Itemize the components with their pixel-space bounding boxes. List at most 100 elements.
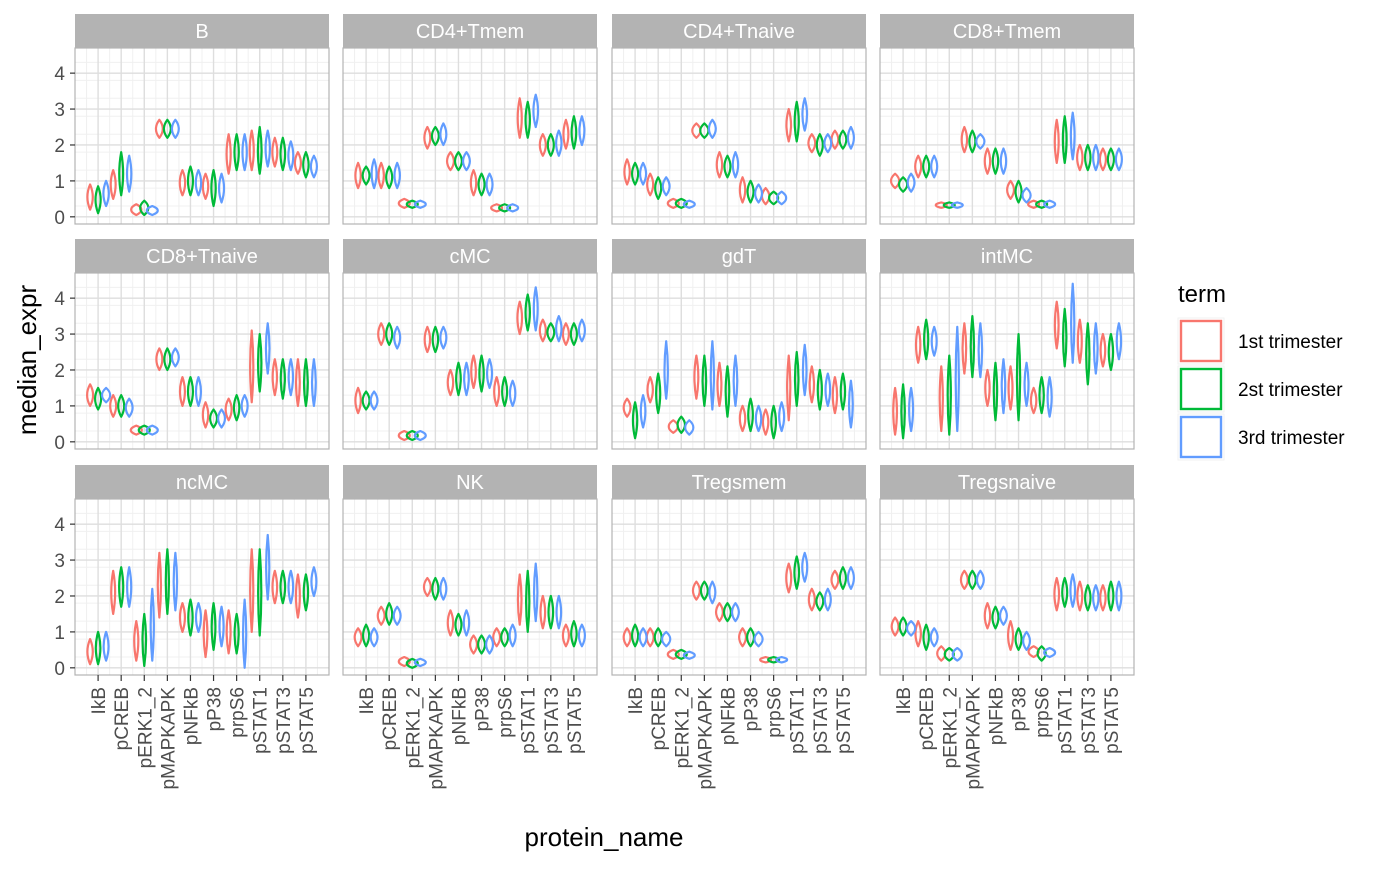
- violin-2st-trimester-pcreb: [385, 322, 394, 346]
- facet-strip: [612, 14, 866, 48]
- violin-2st-trimester-pp38: [1015, 332, 1022, 422]
- facet-strip-label: cMC: [449, 246, 490, 268]
- violin-1st-trimester-pp38: [470, 354, 477, 390]
- violin-3rd-trimester-pstat3: [823, 587, 832, 612]
- violin-1st-trimester-pstat1: [516, 300, 524, 336]
- violin-3rd-trimester-pstat3: [1092, 143, 1100, 172]
- violin-2st-trimester-pmapkapk: [967, 569, 977, 590]
- violin-2st-trimester-pstat5: [302, 151, 310, 179]
- violin-2st-trimester-pmapkapk: [431, 325, 440, 354]
- y-tick-label: 0: [54, 208, 65, 229]
- violin-2st-trimester-prps6: [500, 627, 510, 648]
- violin-3rd-trimester-pstat1: [264, 129, 271, 168]
- x-tick-label: pCREB: [917, 687, 938, 750]
- violin-1st-trimester-perk1-2: [666, 197, 680, 209]
- violin-1st-trimester-perk1-2: [938, 365, 944, 433]
- legend-swatch: [1179, 319, 1223, 363]
- violin-1st-trimester-pnfkb: [983, 147, 992, 175]
- violin-1st-trimester-perk1-2: [397, 429, 411, 442]
- violin-2st-trimester-pstat1: [1061, 576, 1069, 608]
- panel-gdt: gdT: [611, 239, 867, 450]
- violin-2st-trimester-pstat5: [838, 566, 848, 590]
- violin-1st-trimester-prps6: [761, 408, 770, 436]
- legend-label: 2st trimester: [1238, 380, 1343, 401]
- panel-border: [342, 272, 598, 450]
- violin-2st-trimester-pstat3: [279, 358, 286, 400]
- violin-3rd-trimester-pcreb: [393, 325, 402, 350]
- violin-1st-trimester-pmapkapk: [961, 322, 968, 375]
- violin-3rd-trimester-pstat5: [578, 115, 586, 147]
- violin-1st-trimester-pcreb: [914, 325, 922, 364]
- x-tick-label: pNFkB: [449, 687, 470, 745]
- y-axis-title: median_expr: [12, 285, 42, 436]
- violin-1st-trimester-pstat3: [1076, 580, 1084, 612]
- violin-1st-trimester-pstat5: [1099, 584, 1107, 612]
- violin-2st-trimester-pstat1: [524, 100, 531, 139]
- violin-3rd-trimester-pmapkapk: [170, 347, 180, 368]
- violin-3rd-trimester-pcreb: [930, 154, 939, 179]
- violin-3rd-trimester-prps6: [240, 394, 249, 418]
- violin-2st-trimester-pstat1: [1061, 307, 1068, 368]
- y-tick-label: 4: [54, 289, 65, 310]
- legend-swatch: [1179, 415, 1223, 459]
- violin-1st-trimester-prps6: [1029, 386, 1038, 415]
- violin-1st-trimester-pstat1: [785, 562, 793, 594]
- violin-3rd-trimester-pp38: [1022, 630, 1032, 651]
- violin-3rd-trimester-perk1-2: [950, 201, 964, 209]
- x-tick-label: pMAPKAPK: [158, 687, 179, 790]
- violin-3rd-trimester-ikb: [906, 172, 916, 193]
- facet-strip: [880, 465, 1134, 499]
- violin-2st-trimester-pcreb: [655, 372, 662, 415]
- violin-2st-trimester-pstat5: [302, 573, 310, 612]
- facet-panels: B 0 1 2 3 4 CD4+Tmem CD4+Tnaive CD8+Tmem CD8+Tnai…: [54, 14, 1135, 790]
- violin-1st-trimester-pmapkapk: [422, 576, 432, 598]
- violin-2st-trimester-pstat3: [279, 136, 287, 172]
- legend: term 1st trimester 2st trimester 3rd trime…: [1177, 281, 1345, 461]
- y-tick-label: 0: [54, 659, 65, 680]
- violin-2st-trimester-perk1-2: [942, 201, 956, 209]
- x-tick-label: pSTAT3: [811, 687, 832, 754]
- violin-1st-trimester-pstat3: [538, 318, 547, 343]
- violin-3rd-trimester-pstat5: [1114, 147, 1124, 172]
- violin-3rd-trimester-pstat5: [846, 125, 856, 150]
- violin-2st-trimester-pstat5: [570, 115, 578, 150]
- violin-2st-trimester-pstat3: [1084, 584, 1092, 612]
- violin-3rd-trimester-pstat1: [532, 286, 539, 332]
- violin-2st-trimester-pp38: [746, 179, 755, 204]
- violin-2st-trimester-pcreb: [118, 566, 125, 608]
- y-tick-label: 1: [54, 172, 65, 193]
- violin-2st-trimester-prps6: [1035, 199, 1049, 209]
- violin-3rd-trimester-ikb: [369, 627, 379, 648]
- violin-1st-trimester-ikb: [622, 627, 632, 648]
- violin-1st-trimester-perk1-2: [934, 201, 948, 209]
- violin-3rd-trimester-pstat1: [265, 533, 271, 601]
- violin-3rd-trimester-pnfkb: [461, 151, 471, 172]
- violin-3rd-trimester-pstat1: [801, 551, 809, 583]
- violin-3rd-trimester-pmapkapk: [707, 118, 717, 139]
- violin-3rd-trimester-pnfkb: [194, 376, 203, 407]
- violin-3rd-trimester-pmapkapk: [170, 118, 180, 139]
- legend-key: [1177, 413, 1225, 461]
- violin-3rd-trimester-pcreb: [124, 397, 134, 418]
- violin-2st-trimester-perk1-2: [405, 429, 419, 442]
- violin-2st-trimester-perk1-2: [405, 199, 419, 209]
- legend-label: 3rd trimester: [1238, 428, 1345, 449]
- panel-cd4-tmem: CD4+Tmem: [342, 14, 598, 225]
- y-tick-label: 2: [54, 361, 65, 382]
- facet-strip-label: intMC: [981, 246, 1033, 268]
- violin-2st-trimester-pmapkapk: [162, 118, 172, 139]
- violin-2st-trimester-perk1-2: [676, 415, 687, 434]
- violin-1st-trimester-ikb: [354, 386, 362, 415]
- panel-ncmc: ncMC 0 1 2 3 4 IkB pCREB pERK1_2 pMAPKAPK pNFkB pP3…: [54, 465, 330, 790]
- violin-2st-trimester-pstat1: [256, 125, 263, 175]
- facet-strip-label: CD8+Tnaive: [146, 246, 258, 268]
- violin-1st-trimester-pstat3: [1076, 143, 1084, 172]
- violin-1st-trimester-pstat1: [249, 329, 255, 404]
- violin-2st-trimester-pp38: [210, 169, 217, 208]
- violin-3rd-trimester-pmapkapk: [975, 133, 986, 150]
- violin-1st-trimester-pstat5: [830, 569, 840, 590]
- violin-3rd-trimester-pp38: [217, 172, 226, 204]
- violin-2st-trimester-pmapkapk: [430, 125, 440, 147]
- violin-3rd-trimester-pp38: [485, 634, 495, 655]
- violin-3rd-trimester-pmapkapk: [439, 576, 448, 601]
